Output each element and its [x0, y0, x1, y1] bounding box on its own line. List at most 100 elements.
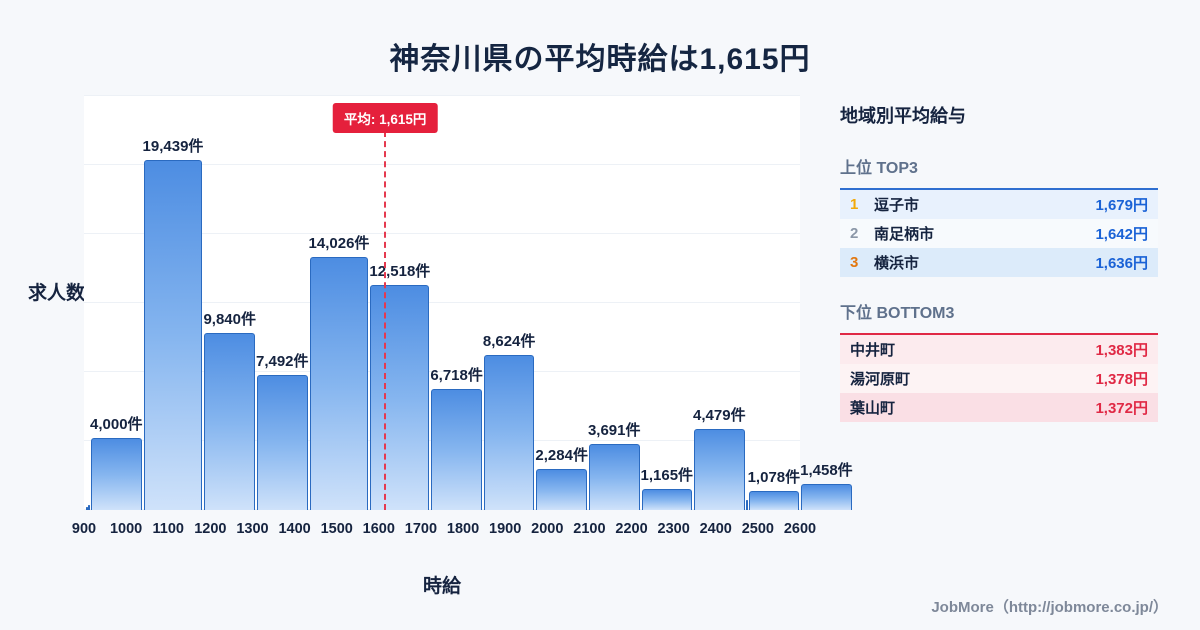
footer-credit: JobMore（http://jobmore.co.jp/） [931, 599, 1168, 616]
region-row: 中井町 1,383円 [840, 335, 1158, 364]
region-value: 1,679円 [1095, 197, 1148, 214]
y-axis-label: 求人数 [28, 283, 86, 304]
x-tick-label: 2400 [699, 521, 732, 537]
x-axis-label: 時給 [422, 576, 461, 597]
bar-slot: 1,078件 [747, 95, 801, 510]
bar-value-label: 9,840件 [203, 311, 256, 328]
histogram-plot: 4,000件 19,439件 9,840件 7,492件 14,026件 12,518件 6… [84, 95, 853, 510]
bar-slot: 1,165件 [640, 95, 694, 510]
histogram-bar [256, 375, 308, 510]
x-tick-label: 2500 [741, 521, 775, 537]
region-row: 2 南足柄市 1,642円 [840, 219, 1158, 248]
bar-slot: 12,518件 [369, 95, 430, 510]
histogram-bar [204, 333, 255, 510]
bar-slot: 8,624件 [482, 95, 536, 510]
bar-slot [745, 95, 748, 510]
bar-value-label: 14,026件 [308, 235, 370, 252]
histogram-bar [431, 389, 482, 510]
top3-heading: 上位 TOP3 [840, 160, 918, 177]
bar-value-label: 2,284件 [535, 447, 588, 464]
histogram-bar [748, 491, 800, 510]
x-tick-label: 1600 [362, 521, 395, 537]
histogram-bar [536, 469, 587, 510]
x-tick-label: 1400 [278, 521, 311, 537]
bar-slot: 19,439件 [142, 95, 204, 510]
histogram-bar [588, 444, 640, 510]
x-tick-label: 2600 [783, 521, 817, 537]
histogram-bar [143, 160, 203, 510]
region-value: 1,642円 [1095, 226, 1148, 243]
bottom3-heading: 下位 BOTTOM3 [840, 305, 955, 322]
region-name: 横浜市 [874, 255, 920, 272]
bar-value-label: 1,165件 [640, 467, 694, 484]
average-line [384, 131, 387, 510]
histogram-bar [483, 355, 535, 510]
x-tick-label: 1200 [194, 521, 227, 537]
x-tick-label: 2000 [531, 521, 564, 537]
x-axis-ticks: 900 1000 1100 1200 1300 1400 1500 1600 1700 1800 1… [72, 521, 816, 541]
bar-value-label: 6,718件 [430, 367, 483, 384]
bar-slot: 2,284件 [535, 95, 588, 510]
bar-value-label: 3,691件 [587, 422, 641, 439]
rank-number: 2 [850, 225, 859, 242]
bar-value-label: 1,078件 [747, 469, 801, 486]
histogram-bar [641, 489, 693, 510]
bar-slot: 6,718件 [430, 95, 483, 510]
bar-value-label: 4,000件 [90, 416, 143, 433]
x-tick-label: 2100 [573, 521, 606, 537]
x-tick-label: 1000 [109, 521, 143, 537]
rank-number: 1 [850, 196, 859, 213]
region-row: 3 横浜市 1,636円 [840, 248, 1158, 277]
region-name: 南足柄市 [874, 226, 935, 243]
region-value: 1,636円 [1095, 255, 1148, 272]
histogram-bar [309, 257, 369, 510]
x-tick-label: 900 [71, 521, 97, 537]
region-row: 湯河原町 1,378円 [840, 364, 1158, 393]
histogram-bar [801, 484, 852, 510]
histogram-bar [745, 500, 748, 510]
x-tick-label: 1900 [489, 521, 522, 537]
average-badge: 平均: 1,615円 [332, 103, 438, 133]
page-title: 神奈川県の平均時給は1,615円 [389, 43, 811, 76]
bottom3-table: 中井町 1,383円湯河原町 1,378円葉山町 1,372円 [840, 333, 1158, 422]
region-value: 1,372円 [1095, 400, 1148, 417]
region-row: 葉山町 1,372円 [840, 393, 1158, 422]
histogram-bar [694, 429, 745, 510]
bar-value-label: 12,518件 [369, 263, 431, 280]
bar-value-label: 8,624件 [482, 333, 536, 350]
bar-slot [88, 95, 90, 510]
bar-value-label: 7,492件 [255, 353, 309, 370]
x-tick-label: 2200 [615, 521, 648, 537]
top3-table: 1 逗子市 1,679円 2 南足柄市 1,642円 3 横浜市 1,636円 [840, 188, 1158, 277]
bars-container: 4,000件 19,439件 9,840件 7,492件 14,026件 12,518件 6… [84, 95, 853, 510]
region-name: 逗子市 [874, 197, 920, 214]
x-tick-label: 2300 [657, 521, 690, 537]
histogram-bar [91, 438, 142, 510]
region-value: 1,383円 [1095, 342, 1148, 359]
bar-value-label: 19,439件 [142, 138, 204, 155]
bar-slot: 14,026件 [308, 95, 370, 510]
x-tick-label: 1100 [152, 521, 184, 537]
bar-value-label: 1,458件 [800, 462, 853, 479]
bar-slot: 4,479件 [693, 95, 746, 510]
sidebar-title: 地域別平均給与 [840, 106, 966, 126]
bar-slot: 7,492件 [256, 95, 309, 510]
histogram-bar [370, 285, 430, 510]
bar-slot: 1,458件 [800, 95, 853, 510]
rank-number: 3 [850, 254, 859, 271]
region-sidebar: 地域別平均給与 上位 TOP3 1 逗子市 1,679円 2 南足柄市 1,642円 3 横浜… [840, 102, 1158, 444]
bar-value-label: 4,479件 [693, 407, 746, 424]
region-name: 湯河原町 [850, 371, 911, 388]
x-tick-label: 1300 [236, 521, 269, 537]
region-name: 中井町 [850, 342, 896, 359]
region-value: 1,378円 [1095, 371, 1148, 388]
region-row: 1 逗子市 1,679円 [840, 190, 1158, 219]
bar-slot: 9,840件 [203, 95, 256, 510]
bar-slot: 3,691件 [588, 95, 641, 510]
x-tick-label: 1800 [446, 521, 480, 537]
bar-slot: 4,000件 [90, 95, 143, 510]
histogram-bar [88, 505, 90, 510]
region-name: 葉山町 [850, 400, 896, 417]
x-tick-label: 1500 [320, 521, 353, 537]
